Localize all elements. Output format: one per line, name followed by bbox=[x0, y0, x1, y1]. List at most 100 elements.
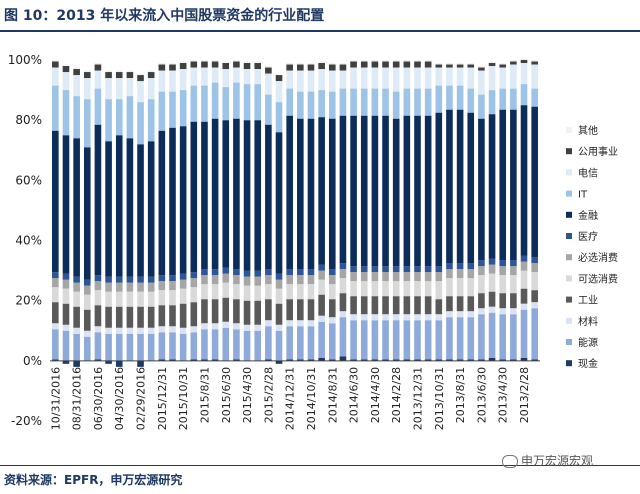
bar-segment bbox=[286, 320, 293, 327]
bar-segment bbox=[350, 359, 357, 361]
stacked-bar-chart: -20% 0% 20% 40% 60% 80% 100% 10/31/2016 08/31/20… bbox=[8, 53, 618, 430]
bar-segment bbox=[147, 291, 155, 307]
bar-segment bbox=[73, 360, 80, 367]
bar-segment bbox=[233, 323, 240, 330]
bar-segment bbox=[62, 324, 70, 331]
bar-segment bbox=[94, 359, 102, 361]
bar-segment bbox=[392, 314, 400, 321]
bar-segment bbox=[318, 90, 325, 118]
bar-segment bbox=[307, 326, 315, 360]
bar-segment bbox=[467, 359, 475, 361]
bar-segment bbox=[222, 267, 230, 274]
bar-segment bbox=[318, 279, 325, 295]
bar-segment bbox=[179, 303, 187, 328]
bar-segment bbox=[307, 359, 315, 361]
x-tick-label: 2015/4/30 bbox=[241, 367, 254, 423]
bar-segment bbox=[510, 260, 517, 267]
bar-segment bbox=[94, 124, 102, 276]
bar-segment bbox=[382, 266, 389, 273]
bar-segment bbox=[94, 281, 102, 291]
bar-segment bbox=[467, 112, 475, 264]
bar-segment bbox=[456, 311, 464, 318]
bar-segment bbox=[243, 300, 251, 325]
bar-segment bbox=[52, 61, 59, 68]
bar-segment bbox=[201, 323, 208, 330]
bar-segment bbox=[339, 293, 347, 312]
bar-segment bbox=[211, 359, 219, 361]
bar-segment bbox=[126, 70, 134, 73]
bar-segment bbox=[435, 67, 443, 86]
bar-segment bbox=[318, 321, 325, 358]
bar-segment bbox=[169, 281, 176, 291]
bar-segment bbox=[233, 60, 240, 62]
bar-segment bbox=[83, 279, 91, 286]
bar-segment bbox=[350, 296, 357, 315]
bar-segment bbox=[531, 64, 538, 89]
bar-segment bbox=[169, 275, 176, 282]
bar-segment bbox=[190, 287, 198, 303]
bar-segment bbox=[137, 327, 144, 334]
bar-segment bbox=[222, 63, 230, 70]
watermark-text: 申万宏源宏观 bbox=[521, 454, 594, 468]
bar-segment bbox=[371, 115, 379, 267]
bar-segment bbox=[414, 272, 421, 282]
bar-segment bbox=[403, 296, 411, 315]
bar-segment bbox=[265, 73, 272, 95]
bar-segment bbox=[254, 324, 262, 331]
bar-segment bbox=[467, 67, 475, 89]
bar-segment bbox=[531, 290, 538, 303]
bar-segment bbox=[233, 329, 240, 360]
bar-segment bbox=[254, 69, 262, 85]
bar-segment bbox=[254, 61, 262, 63]
bar-segment bbox=[297, 326, 304, 360]
bar-segment bbox=[510, 275, 517, 294]
bar-segment bbox=[265, 269, 272, 276]
bar-segment bbox=[456, 67, 464, 86]
bar-segment bbox=[435, 320, 443, 360]
bar-segment bbox=[297, 63, 304, 65]
bar-segment bbox=[510, 308, 517, 315]
bar-segment bbox=[307, 275, 315, 285]
bar-segment bbox=[179, 288, 187, 304]
bar-segment bbox=[467, 311, 475, 318]
bar-segment bbox=[382, 61, 389, 68]
bar-segment bbox=[478, 118, 485, 261]
bar-segment bbox=[105, 291, 112, 307]
bar-segment bbox=[392, 266, 400, 273]
figure-header: 图 10：2013 年以来流入中国股票资金的行业配置 bbox=[0, 0, 640, 32]
x-tick-label: 02/29/2016 bbox=[135, 367, 148, 430]
bar-segment bbox=[392, 118, 400, 267]
bar-segment bbox=[371, 320, 379, 360]
bar-segment bbox=[211, 269, 219, 276]
bar-segment bbox=[403, 67, 411, 89]
bar-segment bbox=[201, 329, 208, 360]
bar-segment bbox=[414, 61, 421, 68]
bar-segment bbox=[350, 67, 357, 89]
bar-segment bbox=[286, 269, 293, 276]
bar-segment bbox=[446, 85, 453, 110]
x-tick-label: 2015/8/31 bbox=[198, 367, 211, 423]
bar-segment bbox=[403, 88, 411, 116]
bar-segment bbox=[254, 270, 262, 277]
bar-segment bbox=[371, 296, 379, 315]
bar-segment bbox=[478, 308, 485, 315]
bar-segment bbox=[382, 88, 389, 116]
bar-segment bbox=[307, 269, 315, 276]
bar-segment bbox=[286, 88, 293, 116]
bar-segment bbox=[158, 91, 166, 131]
bar-segment bbox=[328, 269, 336, 276]
bar-segment bbox=[73, 69, 80, 76]
bar-segment bbox=[339, 263, 347, 270]
bar-segment bbox=[414, 266, 421, 273]
bar-segment bbox=[179, 273, 187, 280]
bar-segment bbox=[52, 302, 59, 324]
legend-label: 现金 bbox=[578, 357, 598, 370]
bar-segment bbox=[435, 359, 443, 361]
bar-segment bbox=[499, 260, 507, 267]
legend-swatch bbox=[566, 317, 572, 324]
bar-segment bbox=[403, 359, 411, 361]
bar-segment bbox=[382, 320, 389, 360]
source-note: 资料来源：EPFR，申万宏源研究 bbox=[4, 473, 183, 487]
bar-segment bbox=[446, 359, 453, 361]
bar-segment bbox=[456, 63, 464, 65]
